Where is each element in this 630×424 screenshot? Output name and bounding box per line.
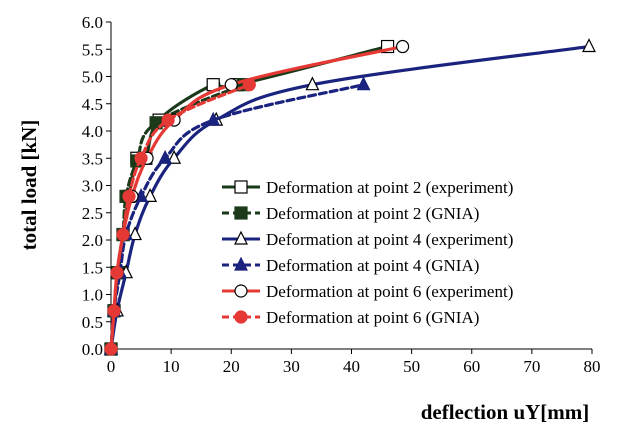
- y-tick-label: 3.0: [82, 177, 103, 196]
- legend-label: Deformation at point 4 (GNIA): [266, 256, 479, 275]
- legend-item-2: Deformation at point 2 (GNIA): [222, 204, 479, 223]
- series-4-point: [158, 149, 173, 164]
- legend-label: Deformation at point 6 (experiment): [266, 282, 513, 301]
- y-tick-label: 1.0: [82, 286, 103, 305]
- legend-swatch-marker: [234, 256, 248, 271]
- series-layer: [104, 38, 596, 356]
- series-6-point: [107, 304, 121, 318]
- y-tick-label: 6.0: [82, 13, 103, 32]
- y-tick-label: 4.0: [82, 122, 103, 141]
- legend-label: Deformation at point 4 (experiment): [266, 230, 513, 249]
- series-6: [104, 78, 256, 356]
- legend: Deformation at point 2 (experiment) Defor…: [222, 178, 513, 327]
- series-6-point: [242, 78, 256, 92]
- x-tick-label: 30: [283, 357, 300, 376]
- legend-item-3: Deformation at point 4 (experiment): [222, 230, 513, 249]
- legend-item-5: Deformation at point 6 (experiment): [222, 282, 513, 301]
- series-6-point: [116, 227, 130, 242]
- y-tick-label: 4.5: [82, 95, 103, 114]
- series-6-point: [110, 266, 124, 280]
- series-3-point: [128, 226, 143, 241]
- series-4-point: [206, 111, 221, 126]
- series-3-line: [109, 44, 591, 351]
- legend-swatch-marker: [234, 310, 248, 324]
- legend-item-1: Deformation at point 2 (experiment): [222, 178, 513, 197]
- x-tick-label: 80: [584, 357, 601, 376]
- x-tick-label: 40: [343, 357, 360, 376]
- x-tick-label: 0: [107, 357, 116, 376]
- y-axis-title: total load [kN]: [17, 120, 41, 251]
- y-tick-label: 2.5: [82, 204, 103, 223]
- series-6-point: [104, 342, 118, 356]
- series-6-point: [161, 113, 175, 127]
- y-tick-label: 1.5: [82, 258, 103, 277]
- series-3-point: [143, 188, 158, 202]
- x-tick-label: 70: [523, 357, 540, 376]
- y-tick-label: 3.5: [82, 149, 103, 168]
- series-4-point: [356, 76, 371, 91]
- y-tick-label: 2.0: [82, 231, 103, 250]
- series-3-point: [167, 149, 182, 164]
- y-tick-label: 0.5: [82, 313, 103, 332]
- legend-item-4: Deformation at point 4 (GNIA): [222, 256, 479, 275]
- legend-swatch-marker: [234, 180, 248, 194]
- series-6-point: [122, 189, 136, 203]
- legend-swatch-marker: [234, 284, 248, 298]
- legend-label: Deformation at point 6 (GNIA): [266, 308, 479, 327]
- series-6-point: [134, 151, 148, 165]
- y-tick-label: 0.0: [82, 340, 103, 359]
- legend-swatch-marker: [234, 206, 248, 220]
- x-tick-label: 20: [223, 357, 240, 376]
- x-tick-label: 10: [163, 357, 180, 376]
- x-tick-label: 60: [463, 357, 480, 376]
- y-tick-label: 5.0: [82, 68, 103, 87]
- x-tick-label: 50: [403, 357, 420, 376]
- series-5-point: [396, 39, 410, 54]
- axes: 0.0 0.5 1.0 1.5 2.0 2.5 3.0 3.5 4.0 4.5 5.0 5.5 6.0 0…: [82, 13, 601, 376]
- legend-swatch-marker: [234, 230, 248, 245]
- legend-label: Deformation at point 2 (GNIA): [266, 204, 479, 223]
- x-axis-title: deflection uY[mm]: [421, 400, 590, 424]
- series-3-point: [582, 38, 596, 53]
- y-tick-label: 5.5: [82, 40, 103, 59]
- series-3-point: [305, 76, 320, 91]
- legend-item-6: Deformation at point 6 (GNIA): [222, 308, 479, 327]
- legend-label: Deformation at point 2 (experiment): [266, 178, 513, 197]
